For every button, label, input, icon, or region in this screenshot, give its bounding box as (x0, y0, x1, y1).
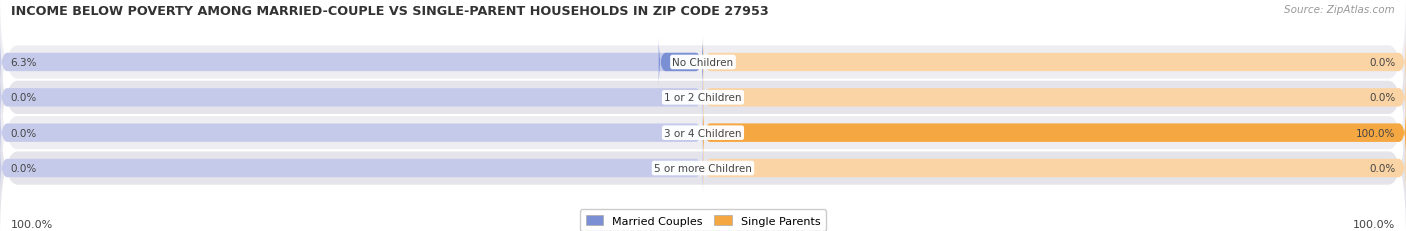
FancyBboxPatch shape (0, 142, 703, 194)
FancyBboxPatch shape (658, 37, 703, 89)
Text: INCOME BELOW POVERTY AMONG MARRIED-COUPLE VS SINGLE-PARENT HOUSEHOLDS IN ZIP COD: INCOME BELOW POVERTY AMONG MARRIED-COUPL… (11, 5, 769, 18)
FancyBboxPatch shape (0, 72, 703, 124)
Text: 0.0%: 0.0% (1369, 93, 1395, 103)
FancyBboxPatch shape (0, 107, 703, 159)
Text: 1 or 2 Children: 1 or 2 Children (664, 93, 742, 103)
FancyBboxPatch shape (703, 72, 1406, 124)
Text: 0.0%: 0.0% (10, 128, 37, 138)
FancyBboxPatch shape (703, 107, 1406, 159)
Text: 100.0%: 100.0% (11, 219, 53, 229)
Text: No Children: No Children (672, 58, 734, 68)
Text: 5 or more Children: 5 or more Children (654, 163, 752, 173)
Text: 0.0%: 0.0% (1369, 58, 1395, 68)
FancyBboxPatch shape (0, 37, 703, 89)
Legend: Married Couples, Single Parents: Married Couples, Single Parents (581, 210, 825, 231)
Text: 0.0%: 0.0% (10, 163, 37, 173)
FancyBboxPatch shape (703, 107, 1406, 159)
FancyBboxPatch shape (0, 0, 1406, 134)
Text: Source: ZipAtlas.com: Source: ZipAtlas.com (1284, 5, 1395, 15)
FancyBboxPatch shape (703, 142, 1406, 194)
Text: 100.0%: 100.0% (1353, 219, 1395, 229)
FancyBboxPatch shape (0, 26, 1406, 169)
FancyBboxPatch shape (0, 62, 1406, 205)
Text: 0.0%: 0.0% (10, 93, 37, 103)
Text: 100.0%: 100.0% (1355, 128, 1395, 138)
FancyBboxPatch shape (0, 97, 1406, 231)
Text: 3 or 4 Children: 3 or 4 Children (664, 128, 742, 138)
Text: 6.3%: 6.3% (10, 58, 37, 68)
FancyBboxPatch shape (703, 37, 1406, 89)
Text: 0.0%: 0.0% (1369, 163, 1395, 173)
